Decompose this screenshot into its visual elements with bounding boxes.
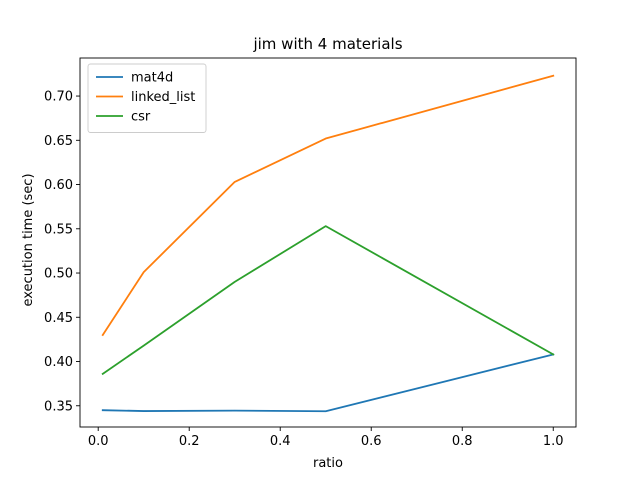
x-tick-label: 0.6 xyxy=(361,434,382,449)
y-tick-label: 0.55 xyxy=(44,222,73,237)
legend-label-csr: csr xyxy=(131,110,151,125)
x-tick-label: 0.8 xyxy=(452,434,473,449)
x-tick-label: 1.0 xyxy=(543,434,564,449)
y-tick-label: 0.40 xyxy=(44,355,73,370)
legend-label-linked_list: linked_list xyxy=(131,90,195,105)
y-axis-label: execution time (sec) xyxy=(21,173,36,306)
y-tick-label: 0.35 xyxy=(44,399,73,414)
series-line-mat4d xyxy=(101,353,555,413)
x-tick-label: 0.4 xyxy=(270,434,291,449)
y-tick-label: 0.65 xyxy=(44,134,73,149)
y-tick-label: 0.70 xyxy=(44,90,73,105)
x-tick-label: 0.2 xyxy=(179,434,200,449)
x-tick-label: 0.0 xyxy=(88,434,109,449)
series-line-linked_list xyxy=(101,74,555,337)
plot-frame xyxy=(79,57,577,428)
series-line-csr xyxy=(101,225,555,376)
chart-title: jim with 4 materials xyxy=(252,35,402,53)
y-tick-label: 0.45 xyxy=(44,311,73,326)
legend-label-mat4d: mat4d xyxy=(131,71,173,86)
x-axis-label: ratio xyxy=(313,456,343,471)
y-tick-label: 0.60 xyxy=(44,178,73,193)
plot-area: 0.0 0.2 0.4 0.6 0.8 1.0 0.35 0.40 0.45 0.50 0.55 0.… xyxy=(44,57,577,449)
y-tick-label: 0.50 xyxy=(44,267,73,282)
